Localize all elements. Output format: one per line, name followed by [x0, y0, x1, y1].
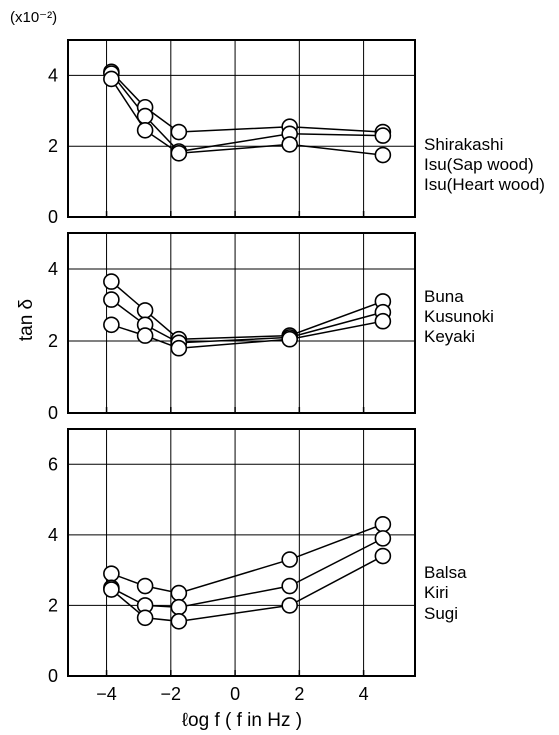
- data-point-buna-1: [136, 302, 154, 319]
- data-point-sugi-3: [281, 597, 298, 614]
- x-tick-label-0: −4: [96, 684, 117, 704]
- data-point-isu-sap-wood--4: [374, 127, 392, 144]
- x-tick-label-1: −2: [161, 684, 182, 704]
- data-point-balsa-0: [103, 565, 120, 582]
- panel-1-y-tick-label-2: 4: [48, 65, 58, 85]
- data-point-sugi-2: [170, 613, 188, 630]
- data-point-isu-heart-wood--2: [170, 144, 188, 162]
- series-label-isu-sap-wood-: Isu(Sap wood): [424, 155, 534, 174]
- data-point-keyaki-2: [170, 339, 188, 357]
- data-point-balsa-3: [281, 551, 298, 568]
- data-point-isu-heart-wood--3: [281, 136, 298, 153]
- series-label-sugi: Sugi: [424, 604, 458, 623]
- panel-1-y-tick-label-1: 2: [48, 136, 58, 156]
- panel-3-y-tick-label-2: 4: [48, 525, 58, 545]
- series-label-buna: Buna: [424, 287, 464, 306]
- panel-3-y-tick-label-0: 0: [48, 666, 58, 686]
- data-point-isu-sap-wood--1: [136, 107, 154, 125]
- data-point-keyaki-3: [281, 330, 298, 348]
- series-label-isu-heart-wood-: Isu(Heart wood): [424, 175, 545, 194]
- series-label-balsa: Balsa: [424, 563, 467, 582]
- panel-2-y-tick-label-2: 4: [48, 259, 58, 279]
- data-point-shirakashi-2: [170, 123, 188, 141]
- x-tick-label-2: 0: [230, 684, 240, 704]
- data-point-balsa-2: [170, 584, 188, 602]
- data-point-isu-heart-wood--0: [103, 70, 120, 88]
- data-point-keyaki-4: [374, 312, 392, 330]
- x-tick-label-4: 4: [359, 684, 369, 704]
- panel-3-frame: [67, 428, 416, 677]
- data-point-kiri-3: [281, 577, 298, 595]
- data-point-sugi-4: [374, 547, 392, 565]
- series-label-kiri: Kiri: [424, 583, 449, 602]
- panel-3-y-tick-label-3: 6: [48, 454, 58, 474]
- data-point-isu-heart-wood--4: [374, 146, 392, 164]
- data-point-isu-heart-wood--1: [136, 121, 154, 139]
- panel-2-frame: [67, 232, 416, 414]
- panel-1-y-tick-label-0: 0: [48, 207, 58, 227]
- panel-1-frame: [67, 39, 416, 218]
- panel-2-y-tick-label-0: 0: [48, 403, 58, 423]
- panel-2-y-tick-label-1: 2: [48, 331, 58, 351]
- y-axis-label: tan δ: [16, 299, 37, 341]
- data-point-sugi-0: [103, 581, 120, 598]
- data-point-balsa-1: [136, 577, 154, 595]
- data-point-balsa-4: [374, 515, 392, 533]
- scale-note: (x10⁻²): [10, 9, 57, 26]
- series-label-keyaki: Keyaki: [424, 327, 475, 346]
- data-point-kusunoki-0: [103, 291, 120, 308]
- data-point-keyaki-1: [136, 327, 154, 344]
- x-tick-label-3: 2: [294, 684, 304, 704]
- data-point-keyaki-0: [103, 316, 120, 334]
- data-point-sugi-1: [136, 609, 154, 627]
- series-label-shirakashi: Shirakashi: [424, 135, 503, 154]
- panel-3-y-tick-label-1: 2: [48, 595, 58, 615]
- data-point-kiri-2: [170, 598, 188, 616]
- series-label-kusunoki: Kusunoki: [424, 307, 494, 326]
- data-point-kiri-4: [374, 530, 392, 547]
- x-axis-label: ℓog f ( f in Hz ): [182, 710, 302, 731]
- data-point-buna-0: [103, 273, 120, 290]
